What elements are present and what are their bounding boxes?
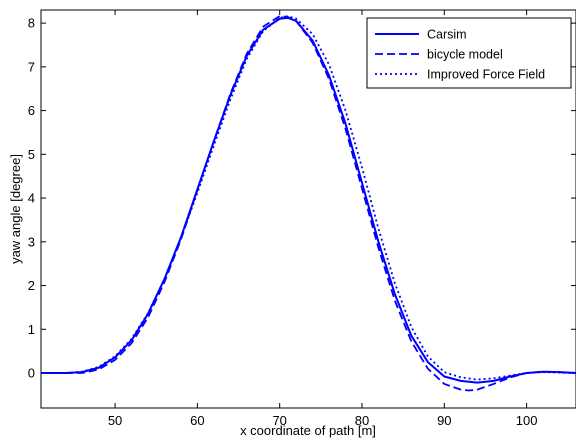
x-tick-label: 70 — [272, 413, 286, 428]
legend: Carsim bicycle model Improved Force Field — [366, 17, 572, 89]
x-tick-label: 80 — [355, 413, 369, 428]
x-tick-label: 60 — [190, 413, 204, 428]
x-axis-label: x coordinate of path [m] — [240, 423, 376, 438]
x-tick-label: 50 — [108, 413, 122, 428]
legend-box — [366, 17, 572, 89]
y-axis-label: yaw angle [degree] — [8, 154, 23, 264]
series-layer — [41, 15, 576, 392]
x-tick-label: 90 — [437, 413, 451, 428]
legend-label: Improved Force Field — [427, 68, 545, 82]
y-tick-label: 4 — [28, 191, 35, 206]
y-tick-label: 3 — [28, 234, 35, 249]
y-tick-label: 8 — [28, 16, 35, 31]
y-tick-label: 0 — [28, 366, 35, 381]
legend-label: bicycle model — [427, 48, 503, 62]
legend-label: Carsim — [427, 28, 467, 42]
series-line — [41, 15, 576, 381]
axis-tick-labels: 50 60 70 80 90 100 0 1 2 3 4 5 6 7 8 — [28, 16, 538, 428]
y-tick-label: 5 — [28, 147, 35, 162]
y-tick-label: 1 — [28, 322, 35, 337]
y-tick-label: 7 — [28, 59, 35, 74]
y-tick-label: 2 — [28, 278, 35, 293]
y-tick-label: 6 — [28, 103, 35, 118]
x-tick-label: 100 — [516, 413, 538, 428]
series-line — [41, 15, 576, 392]
